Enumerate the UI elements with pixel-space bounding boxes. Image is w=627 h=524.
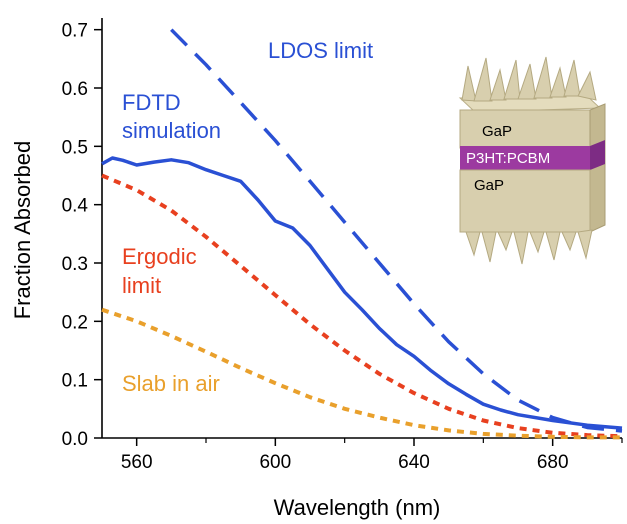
series-layer [101,28,623,440]
x-tick-label: 680 [537,452,569,473]
y-tick-label: 0.5 [62,137,88,158]
slab-in-air-label: Slab in air [122,371,220,396]
x-tick-label: 560 [121,452,153,473]
y-tick-label: 0.6 [62,79,88,100]
y-tick-label: 0.3 [62,254,88,275]
ergodic-label: Ergodic [122,244,197,269]
bottom-spikes [465,229,593,265]
inset-bottom-gap-label: GaP [474,177,504,194]
top-spikes [461,56,597,102]
y-axis-title: Fraction Absorbed [10,141,35,320]
active-layer [460,146,590,170]
inset-top-gap-label: GaP [482,123,512,140]
inset-active-label: P3HT:PCBM [466,150,550,167]
y-tick-label: 0.0 [62,429,88,450]
x-tick-label: 640 [398,452,430,473]
x-ticks: 560 600 640 680 [121,438,623,473]
device-inset: GaP P3HT:PCBM GaP [458,56,606,265]
y-tick-label: 0.4 [62,196,89,217]
simulation-label: simulation [122,118,221,143]
x-axis-title: Wavelength (nm) [274,495,441,520]
series-fdtd-simulation-line [101,156,623,430]
active-layer-side [590,140,605,170]
series-slab-in-air-line [101,307,622,440]
top-gap-front [459,109,591,149]
y-ticks: 0.0 0.1 0.2 0.3 0.4 0.5 0.6 0.7 [62,21,102,450]
x-tick-label: 600 [259,452,291,473]
ldos-limit-label: LDOS limit [268,38,373,63]
y-tick-label: 0.1 [62,371,88,392]
series-ergodic-limit-line [101,173,623,439]
series-ldos-limit-line [170,28,623,433]
y-tick-label: 0.2 [62,312,88,333]
fdtd-label: FDTD [122,90,181,115]
ergodic-limit-label: limit [122,273,161,298]
bottom-gap-front [459,169,591,233]
y-tick-label: 0.7 [62,21,88,42]
